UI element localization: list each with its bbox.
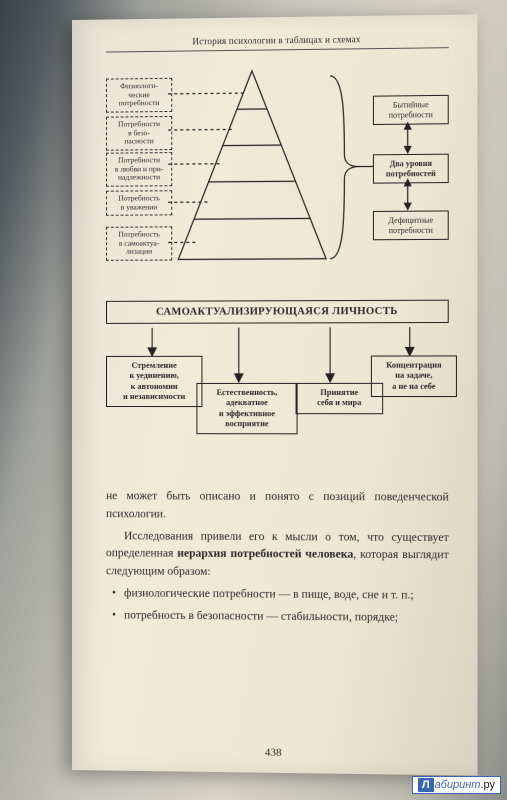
watermark-text: абиринт <box>435 779 481 791</box>
need-label-4: Потребностьв уважении <box>106 190 172 216</box>
self-actualizing-banner: САМОАКТУАЛИЗИРУЮЩАЯСЯ ЛИЧНОСТЬ <box>106 300 449 324</box>
need-label-5: Потребностьв самоактуа-лизации <box>106 226 172 260</box>
para-2-bold: иерархия потребностей человека <box>177 548 353 561</box>
bullet-1: физиологические потребности — в пище, во… <box>106 585 449 606</box>
watermark: Лабиринт.ру <box>412 776 501 794</box>
trait-box-2: Естественность,адекватноеи эффективноево… <box>196 383 297 434</box>
page-number: 438 <box>72 744 478 761</box>
being-needs-box: Бытийныепотребности <box>373 95 449 125</box>
watermark-logo: Л <box>418 778 434 792</box>
needs-hierarchy-diagram: Физиологи-ческиепотребности Потребностив… <box>106 60 449 295</box>
para-2: Исследования привели его к мысли о том, … <box>106 528 449 584</box>
book-page: История психологии в таблицах и схемах <box>72 14 478 775</box>
two-levels-box: Два уровняпотребностей <box>373 154 449 184</box>
traits-diagram: Стремлениек уединению,к автономиии незав… <box>106 327 449 479</box>
bullet-2: потребность в безопасности — стабильност… <box>106 607 449 628</box>
body-text: не может быть описано и понято с позиций… <box>106 488 449 628</box>
need-label-3: Потребностив любви и при-надлежности <box>106 152 172 187</box>
running-head: История психологии в таблицах и схемах <box>106 33 449 53</box>
watermark-suffix: .ру <box>480 779 495 791</box>
para-1: не может быть описано и понято с позиций… <box>106 488 449 525</box>
deficit-needs-box: Дефицитныепотребности <box>373 210 449 240</box>
need-label-1: Физиологи-ческиепотребности <box>106 78 172 113</box>
need-label-2: Потребностив безо-пасности <box>106 116 172 151</box>
trait-box-4: Концентрацияна задаче,а не на себе <box>371 355 457 396</box>
trait-box-1: Стремлениек уединению,к автономиии незав… <box>106 356 202 407</box>
